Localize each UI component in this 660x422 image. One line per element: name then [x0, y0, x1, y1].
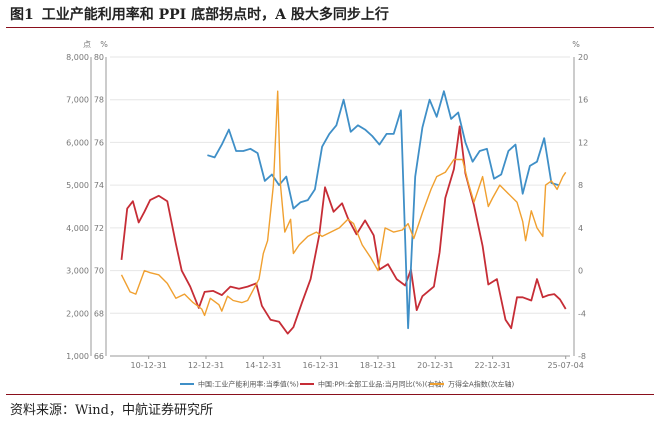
series-line-1 — [120, 125, 567, 335]
axis-left-outer-tick: 7,000 — [66, 96, 89, 105]
axis-left-inner-tick: 70 — [94, 267, 104, 276]
axis-right-tick: 4 — [578, 224, 583, 233]
legend: 中国:工业产能利用率:当季值(%) 中国:PPI:全部工业品:当月同比(%)(右轴… — [180, 380, 515, 389]
source-note: 资料来源：Wind，中航证券研究所 — [10, 403, 213, 418]
axis-left-outer-tick: 6,000 — [66, 138, 89, 147]
axis-right: % -8 -4 0 4 8 12 16 20 — [572, 40, 588, 361]
x-tick-label: 25-07-04 — [548, 361, 584, 370]
axis-left-inner-tick: 78 — [94, 96, 104, 105]
axis-right-tick: 0 — [578, 267, 583, 276]
axis-left-outer-unit: 点 — [83, 40, 91, 49]
axis-left-outer-tick: 2,000 — [66, 309, 89, 318]
axis-left-outer-tick: 1,000 — [66, 352, 89, 361]
legend-label: 中国:PPI:全部工业品:当月同比(%)(右轴) — [318, 380, 444, 389]
series-line-0 — [207, 90, 559, 330]
axis-right-tick: -4 — [578, 309, 586, 318]
figure-title-text: 工业产能利用率和 PPI 底部拐点时，A 股大多同步上行 — [41, 7, 389, 23]
axis-left-outer-tick: 5,000 — [66, 181, 89, 190]
x-tick-label: 16-12-31 — [302, 361, 338, 370]
axis-left-inner: % 66 68 70 72 74 76 78 80 — [94, 40, 108, 361]
series-layer — [120, 90, 567, 335]
axis-right-tick: 12 — [578, 138, 588, 147]
title-rule — [6, 27, 654, 28]
axis-right-unit: % — [572, 40, 580, 49]
line-chart: 点 1,000 2,000 3,000 4,000 5,000 6,000 7,000 8,0… — [66, 40, 588, 389]
axis-left-inner-tick: 68 — [94, 309, 104, 318]
axis-left-outer-tick: 8,000 — [66, 53, 89, 62]
x-tick-label: 10-12-31 — [131, 361, 167, 370]
x-tick-label: 22-12-31 — [474, 361, 510, 370]
axis-left-outer-tick: 4,000 — [66, 224, 89, 233]
axis-left-inner-tick: 80 — [94, 53, 104, 62]
axis-left-outer: 点 1,000 2,000 3,000 4,000 5,000 6,000 7,000 8,0… — [66, 40, 92, 361]
axis-right-tick: 8 — [578, 181, 583, 190]
axis-right-tick: 20 — [578, 53, 588, 62]
axis-left-inner-tick: 72 — [94, 224, 104, 233]
axis-left-outer-tick: 3,000 — [66, 267, 89, 276]
x-tick-label: 14-12-31 — [245, 361, 281, 370]
x-axis: 10-12-31 12-12-31 14-12-31 16-12-31 18-12-31… — [110, 355, 584, 370]
axis-left-inner-tick: 76 — [94, 138, 104, 147]
bottom-rule — [6, 394, 654, 395]
x-tick-label: 18-12-31 — [360, 361, 396, 370]
legend-label: 中国:工业产能利用率:当季值(%) — [198, 380, 299, 389]
axis-right-tick: -8 — [578, 352, 586, 361]
figure-number: 图1 — [10, 7, 34, 23]
series-line-2 — [120, 90, 567, 317]
axis-left-inner-tick: 66 — [94, 352, 104, 361]
axis-left-inner-tick: 74 — [94, 181, 104, 190]
x-tick-label: 12-12-31 — [188, 361, 224, 370]
axis-left-inner-unit: % — [100, 40, 108, 49]
x-tick-label: 20-12-31 — [417, 361, 453, 370]
figure-title: 图1 工业产能利用率和 PPI 底部拐点时，A 股大多同步上行 — [10, 4, 389, 24]
axis-right-tick: 16 — [578, 96, 588, 105]
legend-label: 万得全A指数(次左轴) — [448, 380, 515, 389]
